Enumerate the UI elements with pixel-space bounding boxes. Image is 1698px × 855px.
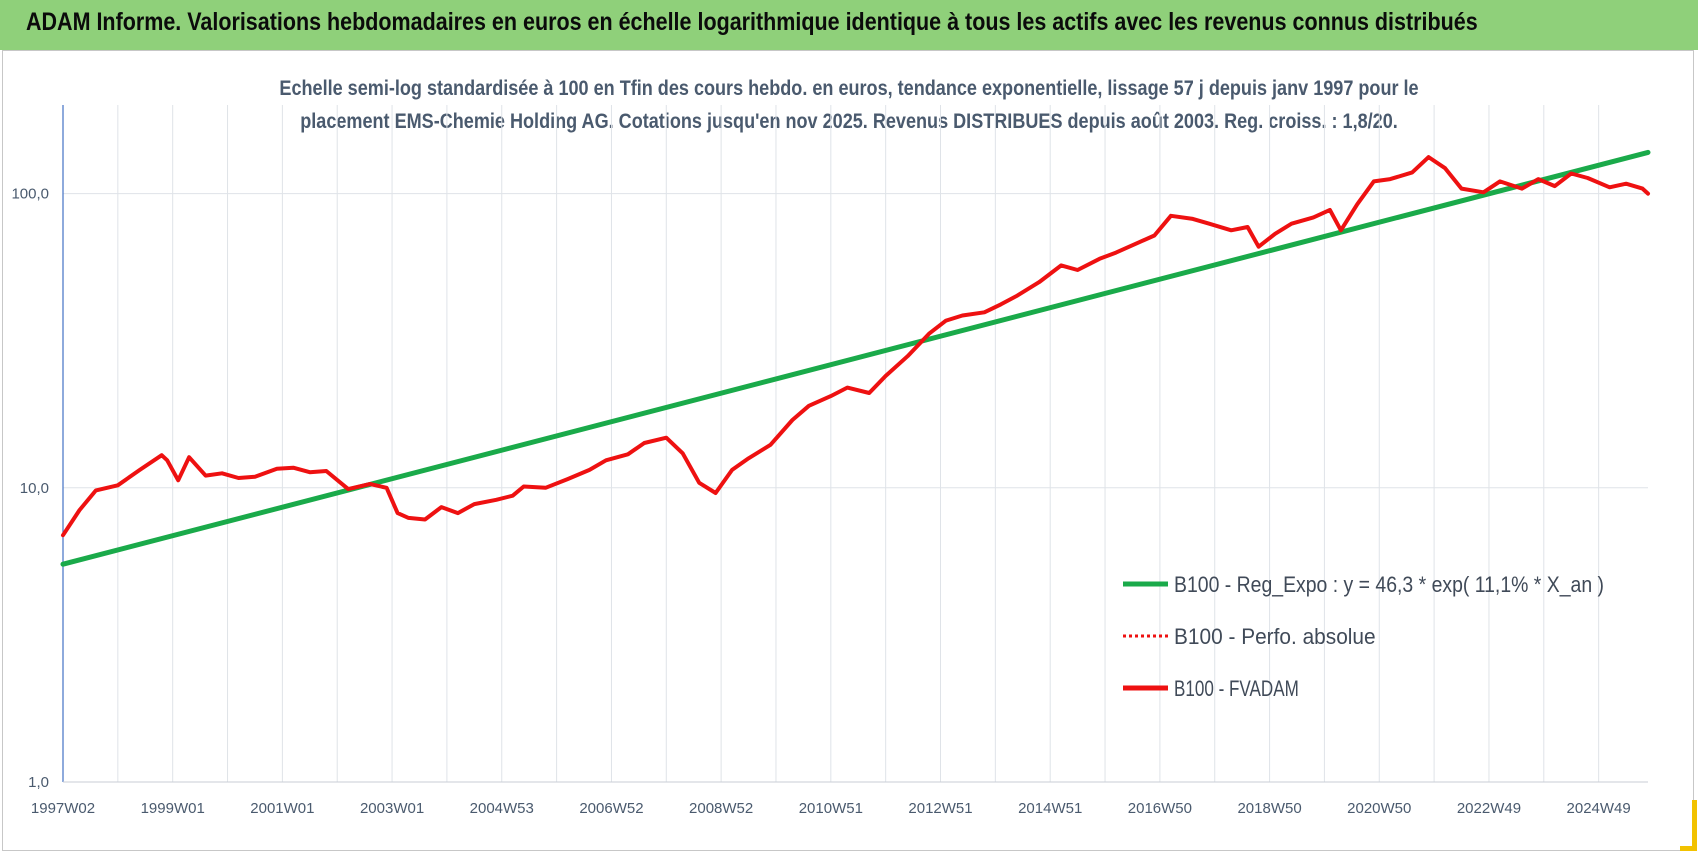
corner-marker-bottom-right (1692, 800, 1697, 850)
x-tick-label: 2004W53 (470, 800, 534, 817)
y-tick-label: 100,0 (11, 186, 49, 203)
x-tick-label: 2016W50 (1128, 800, 1192, 817)
legend-label: B100 - Perfo. absolue (1174, 624, 1376, 649)
x-tick-label: 2010W51 (799, 800, 863, 817)
x-tick-label: 1999W01 (141, 800, 205, 817)
legend-label: B100 - FVADAM (1174, 676, 1299, 701)
chart-subtitle-line-2: placement EMS-Chemie Holding AG. Cotatio… (300, 110, 1398, 133)
chart-subtitle: Echelle semi-log standardisée à 100 en T… (0, 72, 1698, 138)
x-tick-label: 2024W49 (1567, 800, 1631, 817)
chart-axes (62, 105, 1648, 783)
legend-label: B100 - Reg_Expo : y = 46,3 * exp( 11,1% … (1174, 572, 1604, 597)
y-tick-label: 10,0 (20, 480, 49, 497)
chart-frame (2, 50, 1694, 851)
x-tick-label: 2020W50 (1347, 800, 1411, 817)
x-tick-label: 2014W51 (1018, 800, 1082, 817)
series-lines (60, 149, 1651, 567)
x-tick-label: 2022W49 (1457, 800, 1521, 817)
corner-marker-bottom-right-foot (1680, 846, 1697, 851)
vertical-gridlines (62, 105, 1600, 782)
x-tick-label: 2012W51 (908, 800, 972, 817)
x-tick-label: 2001W01 (250, 800, 314, 817)
y-axis-tick-labels: 1,0 10,0 100,0 (11, 186, 49, 791)
x-tick-label: 2006W52 (579, 800, 643, 817)
x-tick-label: 2008W52 (689, 800, 753, 817)
x-axis-tick-labels: 1997W02 1999W01 2001W01 2003W01 2004W53 2006W… (31, 800, 1631, 817)
report-title: ADAM Informe. Valorisations hebdomadaire… (26, 8, 1478, 36)
horizontal-gridlines (63, 193, 1648, 783)
chart-subtitle-line-1: Echelle semi-log standardisée à 100 en T… (279, 77, 1419, 100)
x-tick-label: 2003W01 (360, 800, 424, 817)
x-tick-label: 2018W50 (1237, 800, 1301, 817)
report-banner: ADAM Informe. Valorisations hebdomadaire… (0, 0, 1698, 50)
chart-legend: B100 - Reg_Expo : y = 46,3 * exp( 11,1% … (1123, 572, 1604, 701)
regression-trend-line (60, 149, 1651, 567)
y-tick-label: 1,0 (28, 774, 49, 791)
fvadam-series-line (61, 155, 1650, 538)
x-tick-label: 1997W02 (31, 800, 95, 817)
